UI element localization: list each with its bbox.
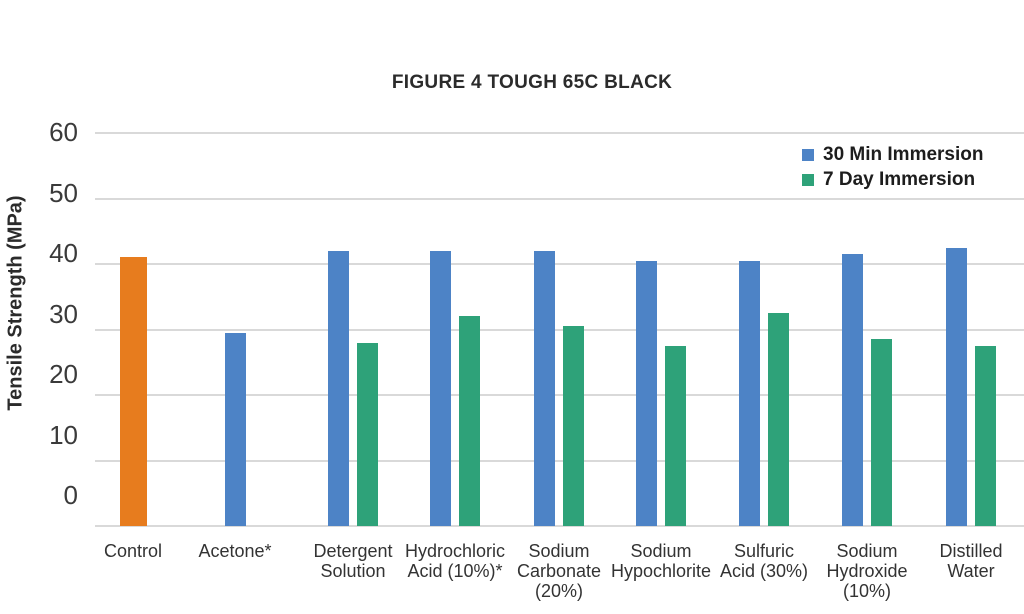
bar-detergent-solution-7-day xyxy=(357,342,378,526)
bar-sodium-hydroxide-10-30-min xyxy=(842,254,863,526)
legend-label-30-min: 30 Min Immersion xyxy=(823,143,984,165)
chart-title: FIGURE 4 TOUGH 65C BLACK xyxy=(391,72,673,93)
legend: 30 Min Immersion 7 Day Immersion xyxy=(802,142,984,192)
bar-distilled-water-7-day xyxy=(975,345,996,526)
category-label-sodium-hydroxide-10: Sodium Hydroxide (10%) xyxy=(826,541,908,601)
bar-hydrochloric-acid-10-30-min xyxy=(430,250,451,526)
category-label-distilled-water: Distilled Water xyxy=(939,541,1003,581)
legend-swatch-7-day-icon xyxy=(802,173,814,186)
gridline-60 xyxy=(95,132,1024,134)
y-tick-label-60: 60 xyxy=(49,117,78,147)
bar-control xyxy=(119,257,147,526)
category-label-hydrochloric-acid-10: Hydrochloric Acid (10%)* xyxy=(404,541,506,581)
legend-swatch-30-min-icon xyxy=(802,148,814,161)
bar-sodium-hydroxide-10-7-day xyxy=(871,339,892,526)
y-tick-label-40: 40 xyxy=(49,238,78,268)
bar-acetone-30-min xyxy=(224,332,246,526)
bar-sodium-carbonate-20-7-day xyxy=(563,326,584,526)
legend-label-7-day: 7 Day Immersion xyxy=(823,168,976,190)
category-label-sodium-hypochlorite: Sodium Hypochlorite xyxy=(610,541,712,581)
y-tick-label-50: 50 xyxy=(49,177,78,208)
gridline-0 xyxy=(95,525,1024,527)
y-tick-label-0: 0 xyxy=(63,480,78,510)
gridline-20 xyxy=(95,394,1024,396)
category-label-sodium-carbonate-20: Sodium Carbonate (20%) xyxy=(516,541,602,601)
legend-item-30-min-immersion: 30 Min Immersion xyxy=(802,142,984,167)
bar-sulfuric-acid-30-30-min xyxy=(739,260,760,526)
legend-item-7-day-immersion: 7 Day Immersion xyxy=(802,167,984,192)
bar-sodium-carbonate-20-30-min xyxy=(534,250,555,526)
category-label-acetone: Acetone* xyxy=(198,541,272,561)
bar-sodium-hypochlorite-30-min xyxy=(636,260,657,526)
y-tick-label-20: 20 xyxy=(49,359,78,389)
bar-hydrochloric-acid-10-7-day xyxy=(459,316,480,526)
y-tick-label-10: 10 xyxy=(49,419,78,450)
bar-distilled-water-30-min xyxy=(946,247,967,526)
gridline-30 xyxy=(95,328,1024,331)
bar-sodium-hypochlorite-7-day xyxy=(665,345,686,526)
bar-sulfuric-acid-30-7-day xyxy=(768,313,789,526)
gridline-10 xyxy=(95,459,1024,462)
bar-detergent-solution-30-min xyxy=(328,250,349,526)
gridline-50 xyxy=(95,197,1024,200)
category-label-detergent-solution: Detergent Solution xyxy=(313,541,393,581)
gridline-40 xyxy=(95,263,1024,265)
category-label-control: Control xyxy=(103,541,163,561)
y-tick-label-30: 30 xyxy=(49,298,78,329)
category-label-sulfuric-acid-30: Sulfuric Acid (30%) xyxy=(719,541,809,581)
